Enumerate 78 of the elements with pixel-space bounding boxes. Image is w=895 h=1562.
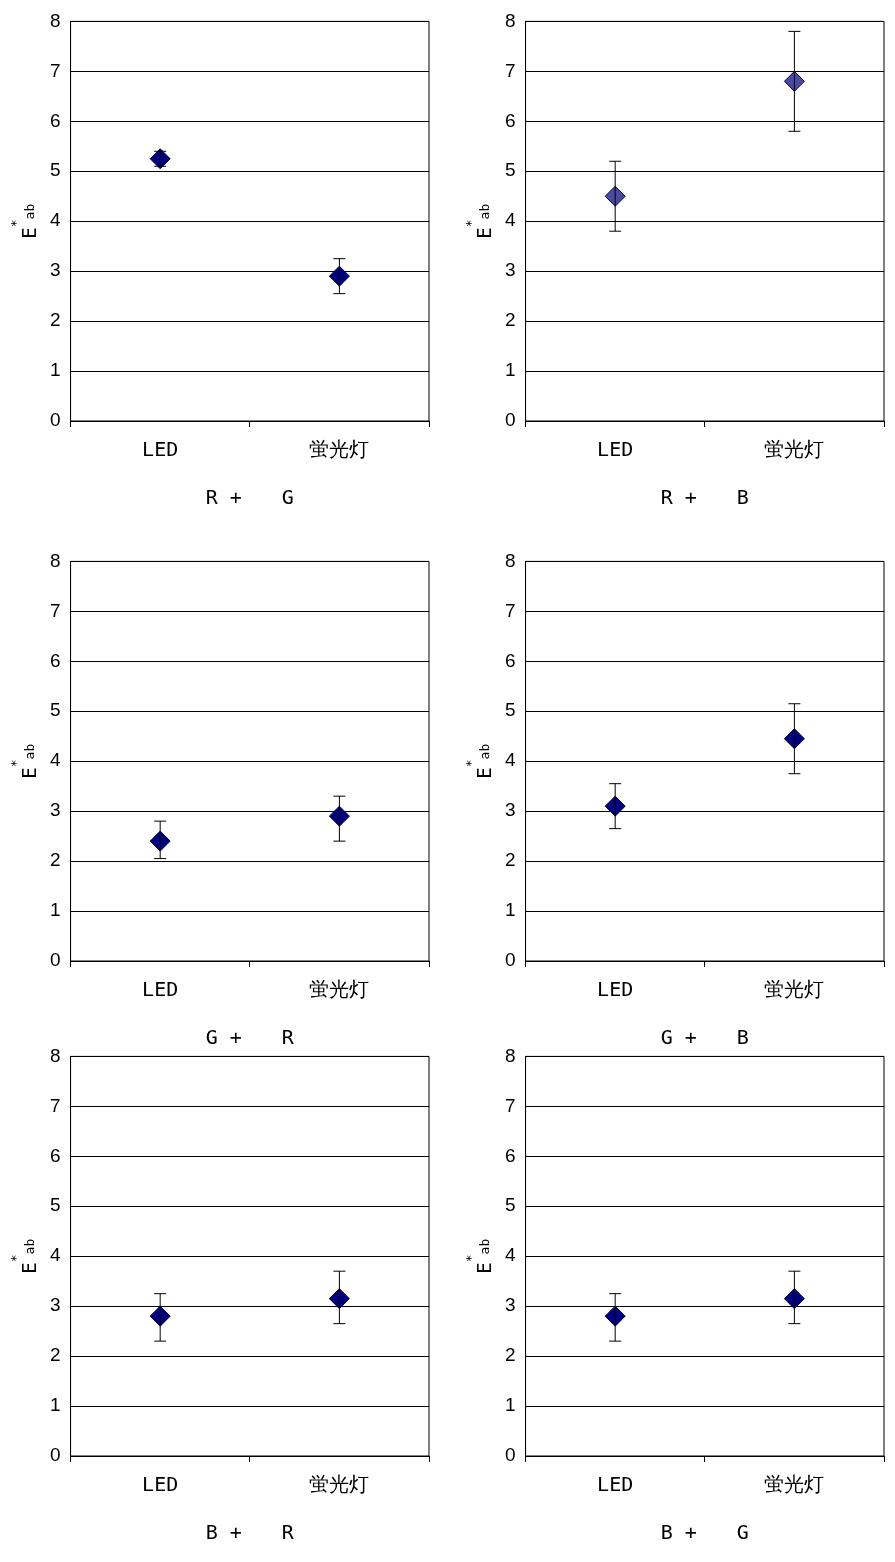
y-tick-label: 3 xyxy=(504,1294,516,1316)
x-axis-title: B + R xyxy=(205,1520,295,1545)
y-tick-label: 7 xyxy=(504,59,516,81)
y-tick-label: 7 xyxy=(49,59,61,81)
y-tick-label: 8 xyxy=(504,549,516,571)
y-tick-label: 5 xyxy=(504,159,516,181)
y-tick-label: 1 xyxy=(49,1394,61,1416)
y-tick-label: 6 xyxy=(504,109,516,131)
x-tick-label: 蛍光灯 xyxy=(309,1472,370,1497)
y-tick-label: 1 xyxy=(504,899,516,921)
x-axis-title: G + B xyxy=(660,1025,749,1050)
y-tick-label: 2 xyxy=(504,309,516,331)
y-tick-label: 8 xyxy=(504,9,516,31)
y-tick-label: 2 xyxy=(504,1344,516,1366)
x-tick-label: 蛍光灯 xyxy=(764,437,825,462)
y-tick-label: 6 xyxy=(49,649,61,671)
y-tick-label: 5 xyxy=(504,1194,516,1216)
x-tick-label: 蛍光灯 xyxy=(764,977,825,1002)
y-tick-label: 2 xyxy=(49,1344,61,1366)
y-tick-label: 5 xyxy=(504,699,516,721)
x-tick-label: 蛍光灯 xyxy=(309,977,370,1002)
y-axis-title: E*ab xyxy=(463,1238,495,1274)
y-axis-title: E*ab xyxy=(463,743,495,779)
x-tick-label: LED xyxy=(142,437,179,462)
y-tick-label: 7 xyxy=(504,599,516,621)
y-tick-label: 4 xyxy=(504,1244,516,1266)
x-axis-title: R + G xyxy=(205,485,294,510)
y-tick-label: 8 xyxy=(49,9,61,31)
y-tick-label: 0 xyxy=(504,409,516,431)
x-tick-label: LED xyxy=(142,977,179,1002)
y-tick-label: 3 xyxy=(504,259,516,281)
y-tick-label: 4 xyxy=(49,1244,61,1266)
y-tick-label: 1 xyxy=(504,1394,516,1416)
y-tick-label: 6 xyxy=(49,1144,61,1166)
x-tick-label: LED xyxy=(597,977,634,1002)
x-tick-label: LED xyxy=(597,437,634,462)
y-tick-label: 3 xyxy=(504,799,516,821)
y-tick-label: 4 xyxy=(49,209,61,231)
y-axis-title: E*ab xyxy=(8,203,40,239)
x-axis-title: G + R xyxy=(205,1025,295,1050)
y-tick-label: 8 xyxy=(49,549,61,571)
y-tick-label: 4 xyxy=(504,749,516,771)
x-tick-label: 蛍光灯 xyxy=(764,1472,825,1497)
y-tick-label: 5 xyxy=(49,159,61,181)
y-tick-label: 4 xyxy=(49,749,61,771)
y-tick-label: 2 xyxy=(49,309,61,331)
y-axis-title: E*ab xyxy=(463,203,495,239)
y-axis-title: E*ab xyxy=(8,743,40,779)
y-tick-label: 4 xyxy=(504,209,516,231)
y-tick-label: 8 xyxy=(49,1044,61,1066)
y-tick-label: 7 xyxy=(49,1094,61,1116)
y-tick-label: 2 xyxy=(504,849,516,871)
y-tick-label: 1 xyxy=(504,359,516,381)
y-tick-label: 0 xyxy=(49,1444,61,1466)
x-tick-label: LED xyxy=(597,1472,634,1497)
y-tick-label: 5 xyxy=(49,699,61,721)
y-tick-label: 6 xyxy=(504,649,516,671)
y-tick-label: 7 xyxy=(504,1094,516,1116)
y-tick-label: 0 xyxy=(49,949,61,971)
y-tick-label: 5 xyxy=(49,1194,61,1216)
y-axis-title: E*ab xyxy=(8,1238,40,1274)
y-tick-label: 1 xyxy=(49,899,61,921)
y-tick-label: 7 xyxy=(49,599,61,621)
y-tick-label: 6 xyxy=(504,1144,516,1166)
y-tick-label: 3 xyxy=(49,259,61,281)
y-tick-label: 3 xyxy=(49,799,61,821)
y-tick-label: 2 xyxy=(49,849,61,871)
y-tick-label: 6 xyxy=(49,109,61,131)
y-tick-label: 3 xyxy=(49,1294,61,1316)
x-axis-title: R + B xyxy=(660,485,749,510)
x-tick-label: LED xyxy=(142,1472,179,1497)
y-tick-label: 0 xyxy=(49,409,61,431)
x-tick-label: 蛍光灯 xyxy=(309,437,370,462)
y-tick-label: 0 xyxy=(504,1444,516,1466)
y-tick-label: 1 xyxy=(49,359,61,381)
x-axis-title: B + G xyxy=(660,1520,749,1545)
y-tick-label: 0 xyxy=(504,949,516,971)
y-tick-label: 8 xyxy=(504,1044,516,1066)
